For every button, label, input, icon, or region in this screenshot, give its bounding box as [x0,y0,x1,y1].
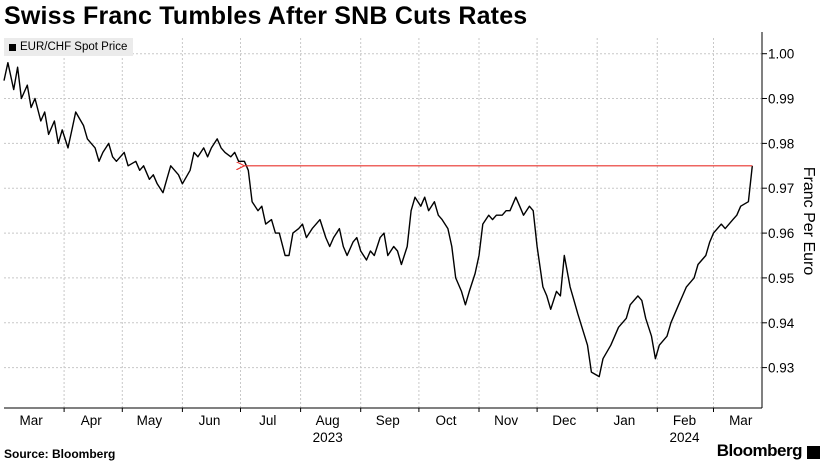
series-line [3,62,753,378]
source-note: Source: Bloomberg [4,447,116,461]
x-tick-label: Jun [199,413,221,428]
x-tick-label: Jul [259,413,276,428]
y-tick-label: 0.99 [768,92,794,107]
x-tick-label: May [137,413,163,428]
legend-label: EUR/CHF Spot Price [20,41,128,53]
brand-wordmark: Bloomberg [716,441,803,460]
y-axis-label: Franc Per Euro [800,167,817,276]
x-tick-label: Dec [552,413,576,428]
x-tick-label: Jan [614,413,636,428]
x-tick-label: Oct [435,413,456,428]
y-tick-label: 0.95 [768,271,794,286]
x-tick-label: Mar [19,413,43,428]
y-tick-label: 0.97 [768,181,794,196]
y-tick-label: 0.94 [768,316,795,331]
x-tick-label: Apr [81,413,103,428]
series-layer [3,62,753,378]
chart-title: Swiss Franc Tumbles After SNB Cuts Rates [4,2,528,30]
x-tick-label: Sep [376,413,400,428]
y-tick-label: 1.00 [768,47,794,62]
x-year-label: 2024 [669,430,700,445]
x-tick-label: Nov [494,413,518,428]
bloomberg-logo-icon [807,446,820,459]
x-tick-label: Feb [673,413,696,428]
x-tick-label: Mar [729,413,753,428]
legend: EUR/CHF Spot Price [4,38,134,56]
x-tick-label: Aug [316,413,340,428]
y-tick-label: 0.93 [768,361,794,376]
axes: 1.00 0.99 0.98 0.97 0.96 0.95 0.94 0.93 Mar Apr Ma… [4,32,795,445]
grid-lines [4,38,762,408]
y-tick-label: 0.96 [768,226,794,241]
y-tick-label: 0.98 [768,136,794,151]
x-year-label: 2023 [313,430,343,445]
legend-swatch [9,43,16,51]
